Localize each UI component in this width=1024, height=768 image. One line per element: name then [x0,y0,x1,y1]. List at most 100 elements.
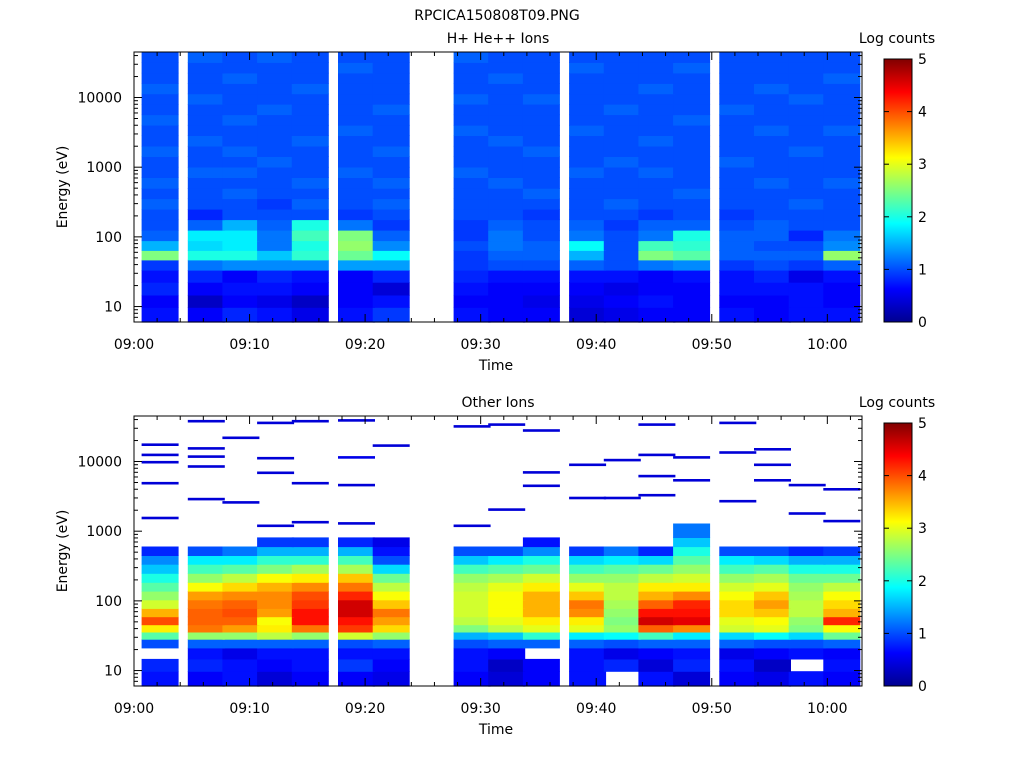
heatmap-cell [788,582,826,592]
heatmap-cell [522,250,560,261]
heatmap-cell [338,62,375,74]
heatmap-cell [638,72,676,84]
heatmap-cell [338,52,375,63]
heatmap-cell [638,135,676,147]
count-mark [453,425,491,428]
count-mark [257,421,295,425]
heatmap-cell [291,282,329,296]
heatmap-cell [638,104,676,116]
heatmap-cell [522,240,560,251]
heatmap-cell [522,624,560,633]
x-tick-label: 09:10 [229,337,269,353]
heatmap-cell [754,198,791,210]
heatmap-cell [603,632,641,640]
colorbar-title: Log counts [859,395,935,411]
heatmap-cell [673,537,711,548]
heatmap-cell [673,145,711,157]
x-tick-label: 09:20 [345,337,385,353]
heatmap-cell [187,145,225,157]
heatmap-cell [141,83,179,95]
heatmap-cell [291,72,329,84]
colorbar-tick-label: 2 [918,574,927,590]
heatmap-cell [453,639,491,649]
heatmap-cell [338,177,375,189]
x-tick-label: 09:50 [692,701,732,717]
heatmap-cell [603,294,641,308]
heatmap-cell [522,135,560,147]
x-tick-label: 09:10 [229,701,269,717]
heatmap-cell [823,555,861,565]
heatmap-cell [719,188,757,200]
heatmap-cell [338,624,375,633]
heatmap-cell [338,124,375,136]
heatmap-cell [638,546,676,556]
heatmap-cell [603,582,641,592]
count-mark [372,444,410,447]
heatmap-cell [603,616,641,626]
heatmap-cell [719,608,757,618]
heatmap-cell [291,582,329,592]
heatmap-cell [788,608,826,618]
heatmap-cell [222,294,260,308]
heatmap-cell [338,632,375,640]
heatmap-cell [257,124,295,136]
heatmap-cell [673,647,711,660]
heatmap-cell [754,307,791,323]
heatmap-cell [823,591,861,601]
heatmap-cell [372,156,410,168]
heatmap-cell [291,564,329,574]
heatmap-cell [754,282,791,296]
heatmap-cell [823,647,861,660]
count-mark [823,488,861,491]
heatmap-cell [673,639,711,649]
heatmap-cell [141,259,179,271]
heatmap-cell [187,219,225,231]
heatmap-cell [788,250,826,261]
heatmap-cell [338,240,375,251]
heatmap-cell [257,671,295,687]
heatmap-cell [823,72,861,84]
heatmap-cell [222,671,260,687]
heatmap-cell [638,259,676,271]
heatmap-cell [719,616,757,626]
heatmap-cell [338,591,375,601]
heatmap-cell [754,188,791,200]
heatmap-cell [291,209,329,221]
heatmap-cell [603,156,641,168]
heatmap-cell [141,230,179,242]
heatmap-cell [569,250,607,261]
heatmap-cell [788,52,826,63]
y-axis-label: Energy (eV) [55,510,71,593]
heatmap-cell [488,632,526,640]
heatmap-cell [603,198,641,210]
heatmap-cell [141,114,179,126]
heatmap-cell [488,591,526,601]
heatmap-cell [291,166,329,178]
colorbar-scale [883,422,913,687]
heatmap-cell [453,166,491,178]
heatmap-cell [823,104,861,116]
heatmap-cell [257,608,295,618]
heatmap-cell [569,616,607,626]
count-mark [754,463,791,467]
heatmap-cell [488,135,526,147]
heatmap-cell [522,582,560,592]
heatmap-cell [488,219,526,231]
heatmap-cell [719,564,757,574]
heatmap-cell [372,219,410,231]
heatmap-cell [522,555,560,565]
heatmap-cell [338,219,375,231]
heatmap-cell [257,198,295,210]
heatmap-cell [823,219,861,231]
heatmap-cell [522,307,560,323]
heatmap-cell [673,671,711,687]
colorbar-tick-label: 0 [918,315,927,331]
heatmap-cell [522,294,560,308]
y-tick-label: 100 [95,230,122,246]
heatmap-cell [788,198,826,210]
heatmap-cell [187,658,225,672]
heatmap-cell [338,616,375,626]
heatmap-cell [488,62,526,74]
heatmap-cell [453,135,491,147]
heatmap-cell [372,582,410,592]
